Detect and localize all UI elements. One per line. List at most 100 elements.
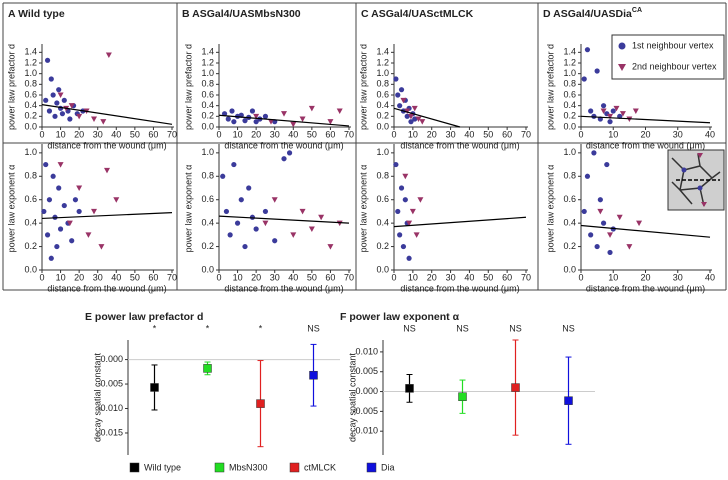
point [588, 232, 594, 238]
y-tick-label: 0.0 [201, 264, 214, 274]
y-tick-label: 0.8 [376, 171, 389, 181]
point [619, 111, 626, 117]
x-tick-label: 0 [391, 129, 396, 139]
y-tick-label: 0.2 [563, 111, 576, 121]
significance-label: NS [562, 323, 575, 333]
x-tick-label: 20 [640, 129, 650, 139]
point [308, 105, 315, 112]
y-tick-label: 0.2 [201, 241, 214, 251]
x-tick-label: 30 [446, 129, 456, 139]
x-tick-label: 70 [344, 129, 354, 139]
point [242, 118, 248, 124]
point [56, 185, 62, 191]
point [225, 116, 231, 122]
panel-title-text: B ASGal4/UASMbsN300 [182, 8, 301, 20]
y-tick-label: 0.8 [563, 79, 576, 89]
x-tick-label: 20 [427, 272, 437, 282]
point [238, 197, 244, 203]
point [57, 105, 64, 111]
x-tick-label: 60 [502, 272, 512, 282]
x-tick-label: 50 [483, 272, 493, 282]
point [600, 108, 607, 114]
y-axis-label: power law exponent α [6, 165, 16, 253]
point [44, 232, 51, 238]
point [393, 161, 399, 168]
y-tick-label: 1.0 [563, 147, 576, 157]
point [336, 108, 343, 114]
y-tick-label: 1.0 [201, 147, 214, 157]
significance-label: NS [307, 323, 320, 333]
x-axis-label: distance from the wound (μm) [400, 283, 519, 293]
point [400, 243, 407, 250]
point [242, 243, 248, 250]
y-tick-label: 0.2 [376, 241, 389, 251]
point [395, 92, 401, 98]
point [404, 108, 411, 114]
point [229, 108, 235, 114]
panel-title-superscript: CA [632, 7, 642, 14]
x-tick-label: 30 [93, 129, 103, 139]
x-tick-label: 10 [608, 129, 618, 139]
legend-box [611, 34, 725, 80]
point [91, 116, 97, 122]
point [290, 121, 297, 128]
x-tick-label: 0 [39, 272, 44, 282]
x-tick-label: 60 [325, 272, 335, 282]
point [227, 232, 233, 238]
legend-label: MbsN300 [229, 462, 268, 472]
point [246, 185, 252, 191]
point [393, 76, 399, 82]
x-tick-label: 10 [56, 129, 66, 139]
point [406, 255, 412, 261]
point [607, 113, 614, 120]
panel-title: C ASGal4/UASctMLCK [361, 8, 474, 20]
point [46, 197, 53, 203]
y-tick-label: 1.4 [201, 47, 214, 57]
point [234, 220, 241, 226]
x-tick-label: 20 [74, 129, 84, 139]
y-tick-label: 0.4 [563, 218, 576, 228]
x-tick-label: 0 [39, 129, 44, 139]
point [299, 208, 306, 215]
point [415, 116, 422, 122]
point [281, 156, 287, 162]
y-tick-label: 0.6 [24, 89, 37, 99]
y-tick-label: -0.015 [97, 427, 123, 437]
point [402, 173, 409, 180]
y-axis-label: decay spatial constant [92, 352, 102, 442]
y-tick-label: 0.0 [201, 121, 214, 131]
y-tick-label: 0.000 [355, 386, 378, 396]
x-tick-label: 30 [446, 272, 456, 282]
x-tick-label: 0 [578, 272, 583, 282]
legend-marker [214, 462, 225, 473]
x-tick-label: 60 [148, 129, 158, 139]
point [613, 105, 620, 112]
point [41, 208, 47, 215]
significance-label: NS [403, 323, 416, 333]
point [336, 220, 343, 227]
x-tick-label: 50 [130, 272, 140, 282]
point [588, 108, 594, 114]
y-tick-label: 0.2 [201, 111, 214, 121]
y-tick-label: 0.8 [563, 171, 576, 181]
y-tick-label: -0.010 [97, 403, 123, 413]
y-axis-label: decay spatial constant [347, 352, 357, 442]
y-tick-label: 0.6 [24, 194, 37, 204]
x-tick-label: 70 [344, 272, 354, 282]
x-axis-label: distance from the wound (μm) [224, 140, 343, 150]
x-tick-label: 70 [521, 272, 531, 282]
fit-line [580, 224, 711, 238]
y-tick-label: 0.000 [100, 354, 123, 364]
x-tick-label: 30 [270, 272, 280, 282]
point [100, 119, 107, 125]
point [271, 197, 278, 203]
point [636, 220, 643, 227]
panel-title: D ASGal4/UASDiaCA [543, 7, 642, 20]
point [57, 162, 64, 168]
point [327, 119, 334, 125]
y-tick-label: 0.4 [201, 100, 214, 110]
x-tick-label: 10 [233, 272, 243, 282]
significance-label: NS [456, 323, 469, 333]
point [632, 108, 639, 114]
